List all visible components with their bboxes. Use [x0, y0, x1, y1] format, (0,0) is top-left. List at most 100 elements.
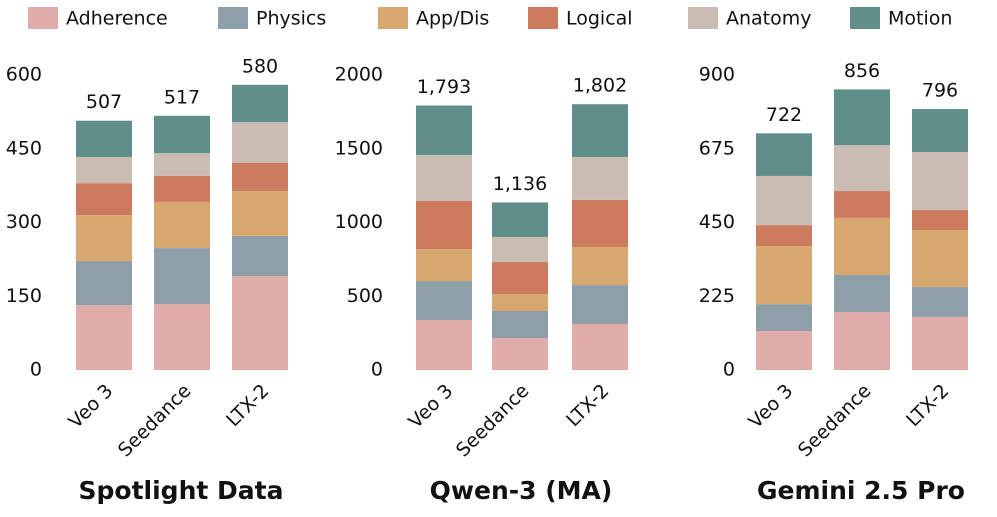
legend-label: Physics [256, 8, 326, 30]
legend-swatch [218, 7, 248, 29]
bar-segment [154, 304, 210, 370]
total-label: 507 [86, 91, 122, 113]
bar-segment [912, 230, 968, 288]
legend-label: Anatomy [726, 8, 812, 30]
chart-title: Gemini 2.5 Pro [757, 476, 965, 505]
total-label: 1,802 [573, 75, 627, 97]
bar-segment [756, 330, 812, 370]
bar-segment [756, 246, 812, 305]
y-tick-label: 300 [6, 211, 42, 233]
bar-segment [572, 285, 628, 324]
bar-segment [834, 89, 890, 146]
y-tick-label: 0 [30, 359, 42, 381]
y-tick-label: 0 [723, 359, 735, 381]
bar-segment [492, 337, 548, 370]
legend-label: Adherence [66, 8, 168, 30]
legend-swatch [850, 7, 880, 29]
y-tick-label: 0 [371, 359, 383, 381]
bar-segment [416, 249, 472, 282]
bar-segment [76, 120, 132, 158]
bar-segment [492, 202, 548, 237]
total-label: 1,136 [493, 173, 547, 195]
bar-segment [416, 319, 472, 370]
bar-segment [834, 311, 890, 370]
bar-segment [492, 311, 548, 338]
total-label: 517 [164, 86, 200, 108]
bar-segment [912, 316, 968, 370]
bar-segment [834, 274, 890, 312]
x-tick-label: LTX-2 [562, 380, 613, 431]
total-label: 856 [844, 60, 880, 82]
bar-segment [756, 304, 812, 331]
x-tick-label: Veo 3 [404, 380, 457, 433]
bar-segment [492, 236, 548, 263]
legend-label: Motion [888, 8, 952, 30]
bar-segment [76, 215, 132, 261]
y-tick-label: 675 [699, 137, 735, 159]
x-tick-label: Seedance [114, 380, 196, 462]
legend-swatch [378, 7, 408, 29]
bar-segment [834, 191, 890, 218]
bar-segment [232, 122, 288, 164]
x-tick-label: LTX-2 [902, 380, 953, 431]
legend-swatch [528, 7, 558, 29]
bar-segment [756, 133, 812, 176]
bar-segment [756, 175, 812, 226]
bar-segment [912, 152, 968, 211]
bar-segment [76, 305, 132, 370]
bar-segment [572, 157, 628, 200]
bar-segment [834, 145, 890, 192]
total-label: 580 [242, 55, 278, 77]
bar-segment [572, 199, 628, 247]
bar-segment [492, 262, 548, 295]
x-tick-label: Veo 3 [64, 380, 117, 433]
x-tick-label: LTX-2 [222, 380, 273, 431]
x-tick-label: Veo 3 [744, 380, 797, 433]
y-tick-label: 150 [6, 285, 42, 307]
y-tick-label: 225 [699, 285, 735, 307]
y-tick-label: 1500 [335, 137, 383, 159]
bar-segment [416, 154, 472, 201]
chart-title: Qwen-3 (MA) [430, 476, 613, 505]
chart-title: Spotlight Data [79, 476, 284, 505]
legend-swatch [688, 7, 718, 29]
y-tick-label: 500 [347, 285, 383, 307]
y-tick-label: 450 [699, 211, 735, 233]
y-tick-label: 2000 [335, 64, 383, 86]
bar-segment [76, 157, 132, 184]
bar-segment [76, 183, 132, 216]
x-tick-label: Seedance [794, 380, 876, 462]
bar-segment [154, 153, 210, 176]
bar-segment [912, 210, 968, 231]
bar-segment [154, 115, 210, 154]
bar-segment [912, 109, 968, 153]
bar-segment [232, 163, 288, 192]
bar-segment [492, 294, 548, 311]
bar-segment [154, 201, 210, 249]
x-tick-label: Seedance [452, 380, 534, 462]
bar-segment [416, 281, 472, 320]
bar-segment [232, 235, 288, 277]
y-tick-label: 600 [6, 64, 42, 86]
bar-segment [572, 104, 628, 158]
bar-segment [912, 287, 968, 317]
total-label: 1,793 [417, 76, 471, 98]
bar-segment [416, 200, 472, 250]
bar-segment [154, 175, 210, 202]
bar-segment [232, 276, 288, 370]
y-tick-label: 450 [6, 137, 42, 159]
total-label: 796 [922, 80, 958, 102]
bar-segment [232, 84, 288, 123]
bar-segment [416, 105, 472, 155]
legend-label: Logical [566, 8, 633, 30]
bar-segment [154, 248, 210, 305]
bar-segment [834, 217, 890, 275]
y-tick-label: 1000 [335, 211, 383, 233]
legend-label: App/Dis [416, 8, 489, 30]
total-label: 722 [766, 104, 802, 126]
bar-segment [76, 260, 132, 306]
y-tick-label: 900 [699, 64, 735, 86]
legend-swatch [28, 7, 58, 29]
bar-segment [572, 323, 628, 370]
